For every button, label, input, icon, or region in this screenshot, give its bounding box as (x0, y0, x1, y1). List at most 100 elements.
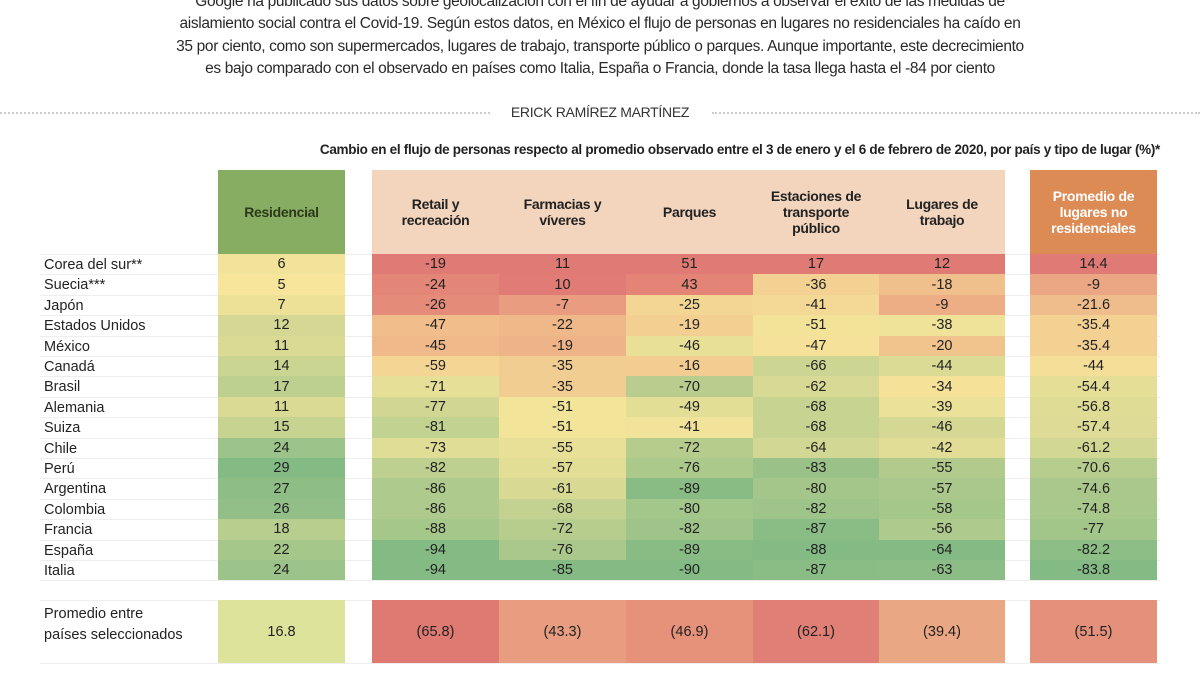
table-cell: -83.8 (1030, 560, 1157, 581)
table-cell: 18 (218, 519, 345, 540)
table-cell: -19 (499, 335, 626, 356)
table-cell: -35.4 (1030, 335, 1157, 356)
table-cell: 11 (218, 396, 345, 418)
table-cell: 11 (218, 335, 345, 356)
table-cell: -83 (753, 458, 879, 479)
country-label: Corea del sur** (44, 257, 143, 273)
table-cell: -62 (753, 376, 879, 397)
country-label: Japón (44, 297, 84, 314)
table-cell: -47 (372, 315, 499, 336)
table-cell: -57 (879, 478, 1005, 499)
country-label: Chile (44, 440, 78, 457)
table-cell: -59 (372, 356, 499, 377)
table-cell: -86 (372, 478, 499, 499)
table-cell: -56 (879, 519, 1005, 540)
table-cell: 14.4 (1030, 254, 1157, 275)
table-cell: 43 (626, 274, 753, 295)
table-cell: -87 (753, 519, 879, 540)
table-cell: -58 (879, 498, 1005, 520)
table-cell: -94 (372, 560, 499, 581)
table-cell: -68 (753, 417, 879, 438)
column-header: Lugares de trabajo (879, 170, 1005, 254)
table-cell: -44 (879, 356, 1005, 377)
table-cell: 7 (218, 294, 345, 316)
divider (0, 112, 490, 114)
country-label: Francia (44, 522, 93, 539)
table-cell: 11 (499, 254, 626, 275)
country-label: Colombia (44, 501, 106, 518)
country-label: Canadá (44, 359, 95, 375)
intro-line: es bajo comparado con el observado en pa… (205, 59, 995, 77)
table-cell: -42 (879, 437, 1005, 458)
table-cell: -19 (626, 315, 753, 336)
table-cell: -44 (1030, 356, 1157, 377)
table-cell: -66 (753, 356, 879, 377)
table-cell: -38 (879, 315, 1005, 336)
table-cell: -56.8 (1030, 396, 1157, 418)
table-cell: 51 (626, 254, 753, 275)
country-label: Suecia*** (44, 277, 106, 294)
table-cell: -51 (499, 417, 626, 438)
table-cell: -89 (626, 539, 753, 560)
table-cell: -74.8 (1030, 498, 1157, 520)
country-label: Estados Unidos (44, 318, 146, 335)
table-cell: -46 (626, 335, 753, 356)
table-cell: -25 (626, 294, 753, 316)
table-cell: -46 (879, 417, 1005, 438)
country-label: Perú (44, 461, 75, 477)
country-label: Brasil (44, 379, 81, 396)
row-divider (40, 580, 1160, 582)
intro-line: Google ha publicado sus datos sobre geol… (195, 0, 1005, 10)
table-cell: -82 (372, 458, 499, 479)
divider (712, 112, 1200, 114)
table-cell: -22 (499, 315, 626, 336)
column-header: Estaciones de transporte público (753, 170, 879, 254)
table-cell: 15 (218, 417, 345, 438)
average-cell: (39.4) (879, 600, 1005, 663)
table-cell: 22 (218, 539, 345, 560)
table-cell: -82.2 (1030, 539, 1157, 560)
table-subtitle: Cambio en el flujo de personas respecto … (319, 142, 1160, 157)
table-cell: -55 (499, 437, 626, 458)
table-cell: -51 (499, 396, 626, 418)
table-cell: -77 (1030, 519, 1157, 540)
table-cell: -73 (372, 437, 499, 458)
table-cell: 14 (218, 356, 345, 377)
table-cell: -41 (753, 294, 879, 316)
column-header: Parques (626, 170, 753, 254)
table-cell: -39 (879, 396, 1005, 418)
table-cell: -49 (626, 396, 753, 418)
country-label: Argentina (44, 481, 107, 498)
table-cell: 24 (218, 560, 345, 581)
table-cell: 29 (218, 458, 345, 479)
table-cell: -64 (753, 437, 879, 458)
average-cell: (62.1) (753, 600, 879, 663)
average-cell: (43.3) (499, 600, 626, 663)
column-header: Residencial (218, 170, 345, 254)
table-cell: -20 (879, 335, 1005, 356)
table-cell: -7 (499, 294, 626, 316)
table-cell: -82 (753, 498, 879, 520)
table-cell: -24 (372, 274, 499, 295)
table-cell: 17 (218, 376, 345, 397)
table-cell: -72 (499, 519, 626, 540)
table-cell: -47 (753, 335, 879, 356)
table-cell: -45 (372, 335, 499, 356)
table-cell: -9 (1030, 274, 1157, 295)
table-cell: 10 (499, 274, 626, 295)
row-divider (40, 663, 1160, 664)
table-cell: -85 (499, 560, 626, 581)
table-cell: -86 (372, 498, 499, 520)
table-cell: -88 (372, 519, 499, 540)
table-cell: -74.6 (1030, 478, 1157, 499)
byline-row: ERICK RAMÍREZ MARTÍNEZ (0, 104, 1200, 122)
table-cell: -19 (372, 254, 499, 275)
table-cell: -68 (753, 396, 879, 418)
table-cell: -81 (372, 417, 499, 438)
table-cell: -51 (753, 315, 879, 336)
table-cell: -55 (879, 458, 1005, 479)
table-cell: -90 (626, 560, 753, 581)
country-label: México (44, 338, 90, 355)
table-cell: -70 (626, 376, 753, 397)
table-cell: -35 (499, 356, 626, 377)
